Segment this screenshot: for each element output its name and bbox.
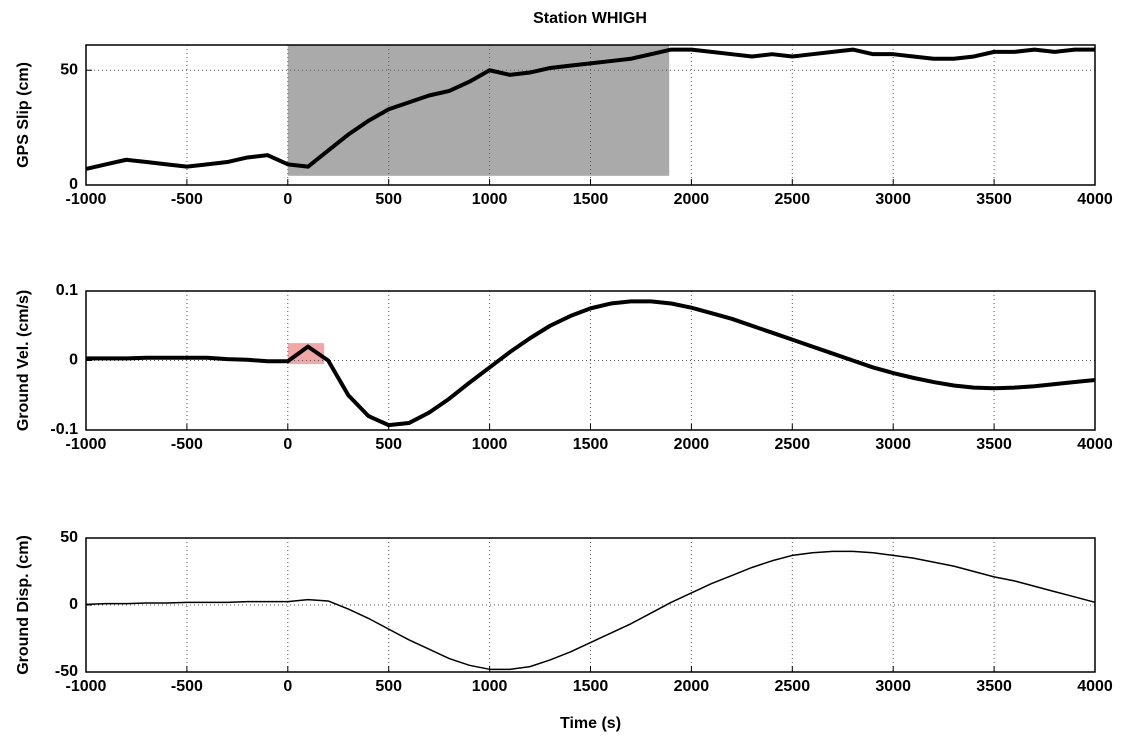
x-tick-label: 0 xyxy=(283,678,292,695)
y-axis-label: Ground Disp. (cm) xyxy=(15,535,32,675)
x-tick-label: 4000 xyxy=(1077,436,1113,453)
highlight-region xyxy=(287,343,325,364)
x-tick-label: 4000 xyxy=(1077,678,1113,695)
x-tick-label: 0 xyxy=(283,436,292,453)
x-tick-label: -500 xyxy=(171,678,203,695)
x-tick-label: -500 xyxy=(171,191,203,208)
x-tick-label: 2500 xyxy=(775,191,811,208)
x-tick-label: 2500 xyxy=(775,436,811,453)
x-tick-label: -500 xyxy=(171,436,203,453)
y-tick-label: -50 xyxy=(55,663,78,680)
x-tick-label: 3000 xyxy=(875,678,911,695)
x-tick-label: 3500 xyxy=(976,678,1012,695)
y-axis-label: Ground Vel. (cm/s) xyxy=(15,290,32,431)
axes-frame xyxy=(85,537,1096,673)
x-tick-label: 500 xyxy=(375,436,402,453)
x-tick-label: -1000 xyxy=(66,436,107,453)
x-tick-label: 1500 xyxy=(573,191,609,208)
y-tick-label: 0 xyxy=(69,596,78,613)
data-line xyxy=(85,47,1095,171)
data-line xyxy=(86,299,1096,428)
y-tick-label: -0.1 xyxy=(50,421,78,438)
x-tick-label: -1000 xyxy=(66,191,107,208)
x-tick-label: 3500 xyxy=(976,436,1012,453)
x-tick-label: 1000 xyxy=(472,678,508,695)
axes-frame xyxy=(85,290,1096,431)
x-tick-label: 4000 xyxy=(1077,191,1113,208)
x-tick-label: 2000 xyxy=(674,436,710,453)
y-tick-label: 0.1 xyxy=(56,282,78,299)
y-tick-label: 50 xyxy=(60,529,78,546)
x-tick-label: 2000 xyxy=(674,678,710,695)
x-tick-label: 1500 xyxy=(573,436,609,453)
x-tick-label: 1000 xyxy=(472,436,508,453)
x-tick-label: 500 xyxy=(375,191,402,208)
x-tick-label: 1000 xyxy=(472,191,508,208)
x-axis-label: Time (s) xyxy=(560,715,621,732)
x-tick-label: 3000 xyxy=(875,191,911,208)
axes-frame xyxy=(85,44,1096,186)
x-tick-label: 500 xyxy=(375,678,402,695)
x-tick-label: 2000 xyxy=(674,191,710,208)
y-tick-label: 0 xyxy=(69,176,78,193)
y-axis-label: GPS Slip (cm) xyxy=(15,62,32,168)
x-tick-label: 0 xyxy=(283,191,292,208)
x-tick-label: 1500 xyxy=(573,678,609,695)
data-line xyxy=(85,550,1096,671)
y-tick-label: 0 xyxy=(69,352,78,369)
highlight-region xyxy=(287,45,670,176)
x-tick-label: 2500 xyxy=(775,678,811,695)
x-tick-label: 3500 xyxy=(976,191,1012,208)
chart-title: Station WHIGH xyxy=(533,10,647,27)
x-tick-label: -1000 xyxy=(66,678,107,695)
y-tick-label: 50 xyxy=(60,61,78,78)
x-tick-label: 3000 xyxy=(875,436,911,453)
